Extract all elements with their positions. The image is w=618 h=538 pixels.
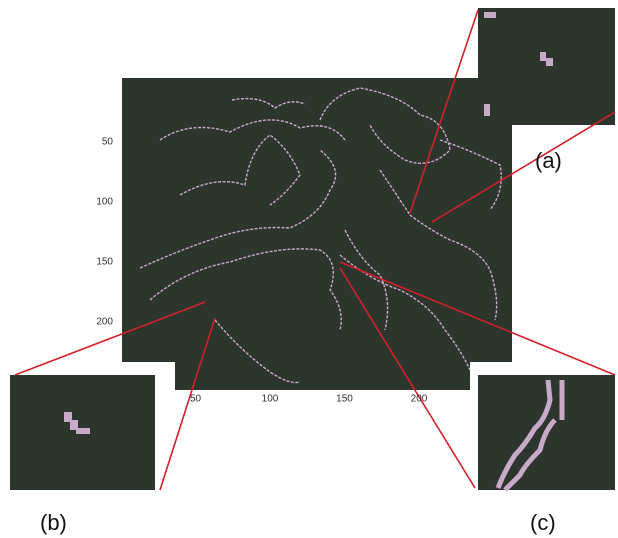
inset-label: (b) bbox=[40, 510, 67, 535]
inset-label: (c) bbox=[530, 510, 556, 535]
y-tick-label: 200 bbox=[96, 317, 113, 328]
x-tick-label: 50 bbox=[190, 394, 202, 405]
main-image bbox=[122, 78, 512, 390]
inset-c bbox=[478, 375, 615, 490]
inset-a bbox=[478, 8, 615, 125]
inset-label: (a) bbox=[535, 148, 562, 173]
inset-b bbox=[10, 375, 155, 490]
y-tick-label: 100 bbox=[96, 197, 113, 208]
figure: (a) (b) (c) 50 100 150 200 50 100 150 200 bbox=[0, 0, 618, 538]
y-tick-label: 150 bbox=[96, 257, 113, 268]
x-tick-label: 200 bbox=[411, 394, 428, 405]
x-tick-label: 100 bbox=[262, 394, 279, 405]
x-tick-label: 150 bbox=[336, 394, 353, 405]
y-tick-label: 50 bbox=[102, 137, 114, 148]
